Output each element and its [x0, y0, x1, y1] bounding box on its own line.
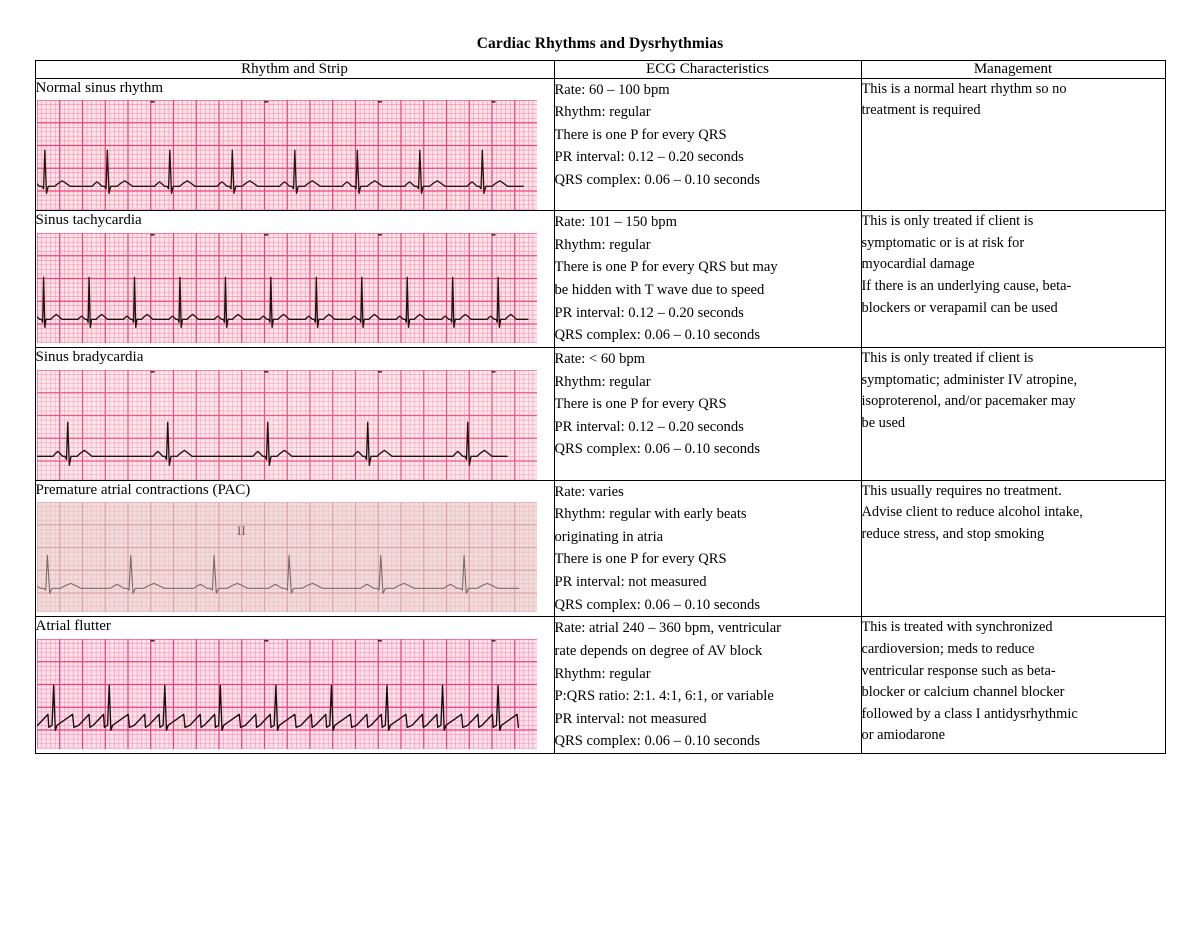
- characteristic-line: Rhythm: regular with early beats: [554, 506, 747, 523]
- characteristic-line: There is one P for every QRS: [554, 126, 727, 143]
- management-cell: This is a normal heart rhythm so no treat…: [860, 77, 1166, 212]
- management-line: This is treated with synchronized: [861, 619, 1053, 636]
- management-cell: This is treated with synchronized cardiov…: [860, 616, 1166, 754]
- characteristic-line: PR interval: 0.12 – 0.20 seconds: [554, 304, 744, 321]
- management-cell: This is only treated if client is symptom…: [860, 346, 1166, 481]
- management-line: cardioversion; meds to reduce: [861, 640, 1035, 657]
- characteristic-line: Rhythm: regular: [554, 665, 651, 682]
- rhythm-strip-cell: Atrial flutter: [34, 616, 555, 754]
- management-line: symptomatic or is at risk for: [861, 234, 1025, 251]
- ecg-characteristics-cell: Rate: atrial 240 – 360 bpm, ventricular r…: [553, 616, 862, 754]
- characteristic-line: Rate: 60 – 100 bpm: [554, 81, 670, 98]
- characteristic-line: Rate: varies: [554, 483, 624, 500]
- characteristic-line: rate depends on degree of AV block: [554, 642, 763, 659]
- page-title: Cardiac Rhythms and Dysrhythmias: [476, 35, 724, 52]
- table-body: Normal sinus rhythm Rate: 60 – 100 bpm Rhy…: [34, 77, 1166, 754]
- rhythm-name: Normal sinus rhythm: [35, 79, 164, 96]
- characteristic-line: Rhythm: regular: [554, 104, 651, 121]
- characteristic-line: be hidden with T wave due to speed: [554, 282, 765, 299]
- management-line: reduce stress, and stop smoking: [861, 525, 1045, 542]
- column-header-rhythm: Rhythm and Strip: [34, 60, 555, 79]
- characteristic-line: PR interval: 0.12 – 0.20 seconds: [554, 149, 744, 166]
- ecg-strip: [36, 369, 537, 480]
- management-line: be used: [861, 414, 906, 431]
- table-header: Rhythm and Strip ECG Characteristics Man…: [34, 60, 1166, 79]
- management-cell: This usually requires no treatment. Advis…: [860, 479, 1166, 618]
- characteristic-line: QRS complex: 0.06 – 0.10 seconds: [554, 441, 761, 458]
- ecg-characteristics-cell: Rate: 101 – 150 bpm Rhythm: regular There …: [553, 210, 862, 348]
- characteristic-line: Rate: 101 – 150 bpm: [554, 214, 677, 231]
- rhythm-name: Premature atrial contractions (PAC): [35, 481, 251, 498]
- rhythm-strip-cell: Normal sinus rhythm: [34, 77, 555, 212]
- characteristic-line: QRS complex: 0.06 – 0.10 seconds: [554, 171, 761, 188]
- characteristic-line: PR interval: not measured: [554, 574, 707, 591]
- management-line: If there is an underlying cause, beta-: [861, 278, 1072, 295]
- characteristic-line: There is one P for every QRS: [554, 551, 727, 568]
- rhythm-name: Atrial flutter: [35, 618, 111, 635]
- ecg-characteristics-cell: Rate: < 60 bpm Rhythm: regular There is on…: [553, 346, 862, 481]
- rhythm-strip-cell: Sinus bradycardia: [34, 346, 555, 481]
- management-line: This is only treated if client is: [861, 213, 1034, 230]
- ecg-waveform-normal-sinus: [36, 100, 537, 211]
- management-line: blockers or verapamil can be used: [861, 299, 1058, 316]
- characteristic-line: P:QRS ratio: 2:1. 4:1, 6:1, or variable: [554, 688, 774, 705]
- header-row: Rhythm and Strip ECG Characteristics Man…: [34, 60, 1166, 79]
- ecg-characteristics-cell: Rate: 60 – 100 bpm Rhythm: regular There i…: [553, 77, 862, 212]
- management-line: isoproterenol, and/or pacemaker may: [861, 393, 1076, 410]
- ecg-characteristics-cell: Rate: varies Rhythm: regular with early b…: [553, 479, 862, 618]
- rhythm-name: Sinus bradycardia: [35, 348, 144, 365]
- characteristic-line: Rate: < 60 bpm: [554, 350, 646, 367]
- characteristic-line: Rhythm: regular: [554, 373, 651, 390]
- svg-text:II: II: [237, 523, 246, 538]
- column-header-management: Management: [860, 60, 1166, 79]
- table-row: Normal sinus rhythm Rate: 60 – 100 bpm Rhy…: [34, 77, 1166, 212]
- management-line: myocardial damage: [861, 256, 975, 273]
- characteristic-line: QRS complex: 0.06 – 0.10 seconds: [554, 733, 761, 750]
- characteristic-line: QRS complex: 0.06 – 0.10 seconds: [554, 596, 761, 613]
- rhythm-name: Sinus tachycardia: [35, 212, 142, 229]
- ecg-strip: II: [36, 502, 537, 613]
- ecg-strip: [36, 100, 537, 211]
- table-row: Premature atrial contractions (PAC) II Rat…: [34, 479, 1166, 618]
- management-line: This is a normal heart rhythm so no: [861, 80, 1067, 97]
- management-line: or amiodarone: [861, 727, 946, 744]
- characteristic-line: QRS complex: 0.06 – 0.10 seconds: [554, 327, 761, 344]
- characteristic-line: Rate: atrial 240 – 360 bpm, ventricular: [554, 620, 782, 637]
- characteristic-line: originating in atria: [554, 528, 664, 545]
- rhythms-table: Rhythm and Strip ECG Characteristics Man…: [34, 60, 1166, 754]
- management-line: Advise client to reduce alcohol intake,: [861, 504, 1083, 521]
- characteristic-line: There is one P for every QRS: [554, 396, 727, 413]
- management-cell: This is only treated if client is symptom…: [860, 210, 1166, 348]
- rhythm-strip-cell: Premature atrial contractions (PAC) II: [34, 479, 555, 618]
- management-line: This usually requires no treatment.: [861, 482, 1062, 499]
- ecg-waveform-sinus-bradycardia: [36, 369, 537, 480]
- column-header-characteristics: ECG Characteristics: [553, 60, 862, 79]
- characteristic-line: PR interval: 0.12 – 0.20 seconds: [554, 418, 744, 435]
- table-row: Atrial flutter Rate: atrial 240 – 360 bpm…: [34, 616, 1166, 754]
- ecg-strip: [36, 639, 537, 750]
- management-line: This is only treated if client is: [861, 349, 1034, 366]
- ecg-strip: [36, 233, 537, 343]
- table-row: Sinus tachycardia Rate: 101 – 150 bpm Rhyt…: [34, 210, 1166, 348]
- ecg-waveform-sinus-tachycardia: [36, 233, 537, 343]
- management-line: followed by a class I antidysrhythmic: [861, 705, 1078, 722]
- characteristic-line: Rhythm: regular: [554, 236, 651, 253]
- table-row: Sinus bradycardia Rate: < 60 bpm Rhythm: r…: [34, 346, 1166, 481]
- management-line: ventricular response such as beta-: [861, 662, 1056, 679]
- ecg-waveform-pac: II: [36, 502, 537, 613]
- management-line: treatment is required: [861, 102, 981, 119]
- management-line: blocker or calcium channel blocker: [861, 684, 1065, 701]
- management-line: symptomatic; administer IV atropine,: [861, 371, 1078, 388]
- characteristic-line: PR interval: not measured: [554, 710, 707, 727]
- rhythm-strip-cell: Sinus tachycardia: [34, 210, 555, 348]
- characteristic-line: There is one P for every QRS but may: [554, 259, 778, 276]
- ecg-waveform-atrial-flutter: [36, 639, 537, 750]
